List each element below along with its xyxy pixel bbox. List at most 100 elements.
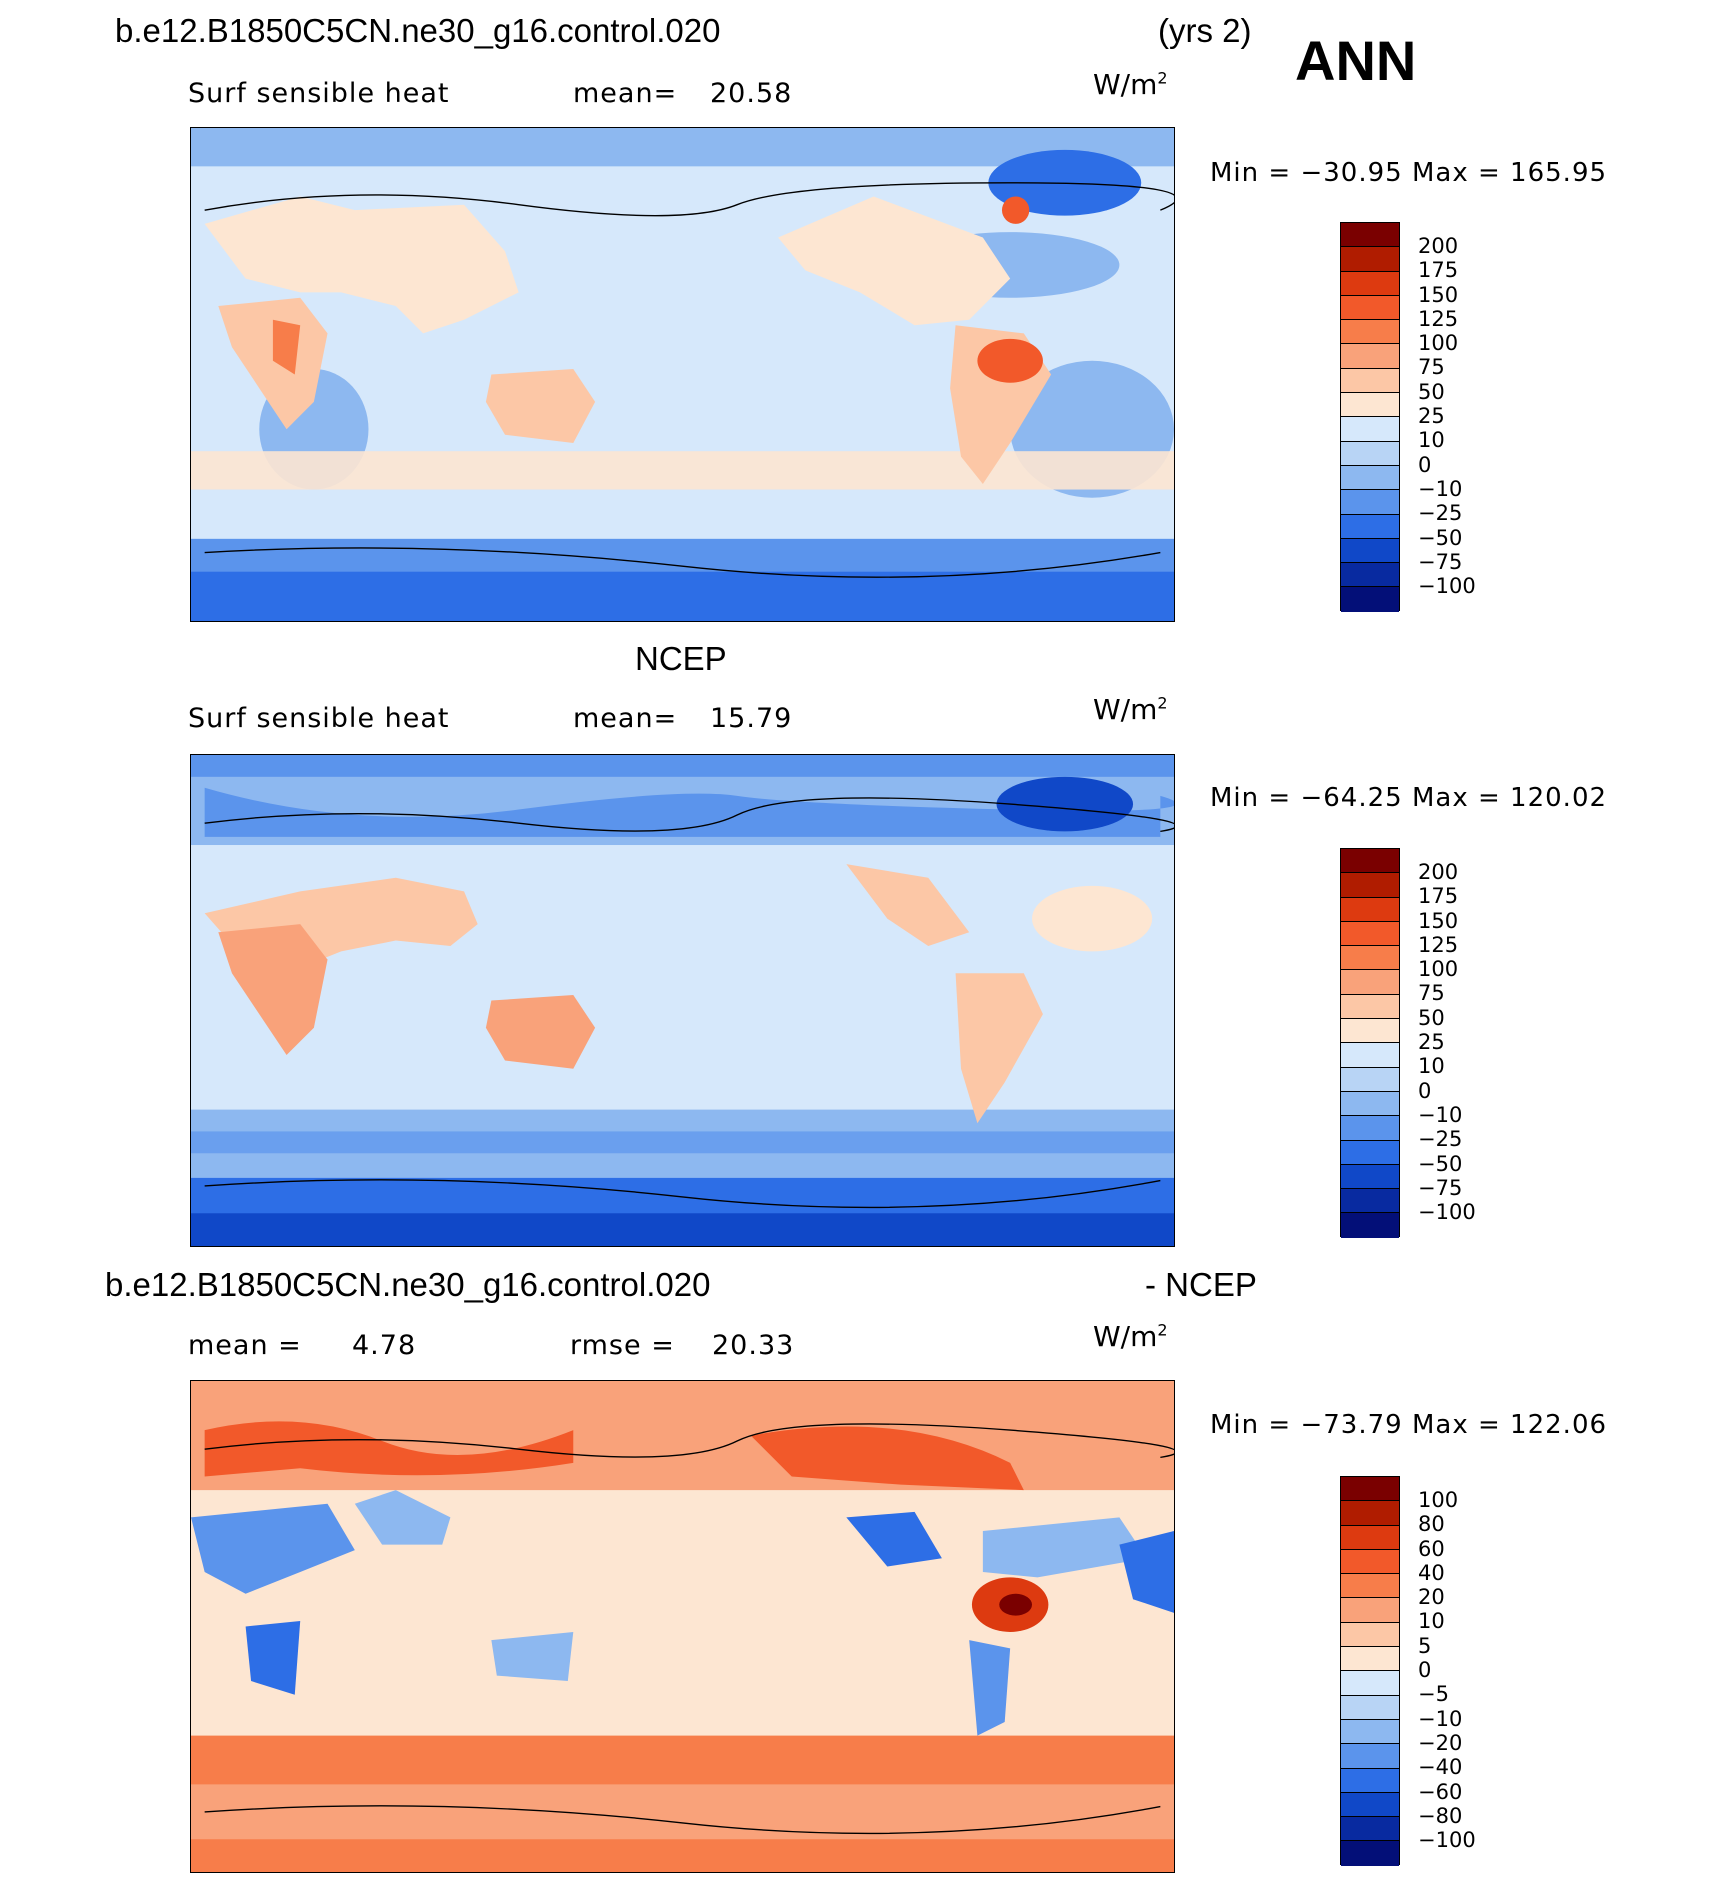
colorbar-swatch [1341,921,1399,947]
colorbar-tick-label: 75 [1418,981,1445,1006]
colorbar-swatch [1341,1043,1399,1068]
colorbar-swatch [1341,1549,1399,1575]
colorbar-tick-label: 0 [1418,1078,1432,1103]
colorbar-tick-label: 50 [1418,379,1445,404]
colorbar-tick-label: 175 [1418,884,1459,909]
colorbar-swatch [1341,1164,1399,1190]
colorbar-tick-label: 10 [1418,1054,1445,1079]
colorbar-swatch [1341,946,1399,971]
colorbar-swatch [1341,271,1399,296]
colorbar-swatch [1341,1622,1399,1648]
colorbar-tick-label: 60 [1418,1536,1445,1561]
colorbar-tick-label: 200 [1418,234,1459,258]
colorbar-swatch [1341,1189,1399,1214]
colorbar-swatch [1341,1213,1399,1238]
colorbar-swatch [1341,223,1399,248]
colorbar-labels-model: 200 175 150 125 100 75 50 25 10 0 −10 −25 −50 −75 −100 [1418,234,1476,598]
mean-label: mean = [188,1330,302,1361]
colorbar-swatch [1341,1019,1399,1044]
colorbar-swatch [1341,873,1399,898]
colorbar-tick-label: −80 [1418,1803,1463,1828]
colorbar-swatch [1341,1768,1399,1793]
units-label: W/m2 [1093,1320,1168,1353]
rmse-label: rmse = [570,1330,675,1361]
colorbar-tick-label: −25 [1418,501,1463,526]
units-label: W/m2 [1093,68,1168,101]
map-difference-plot [191,1381,1174,1872]
colorbar-tick-label: −10 [1418,476,1463,501]
min-max-readout: Min = −64.25 Max = 120.02 [1210,783,1608,813]
colorbar-tick-label: −100 [1418,1828,1476,1853]
colorbar-tick-label: 40 [1418,1560,1445,1585]
colorbar-swatch [1341,490,1399,515]
colorbar-swatch [1341,1598,1399,1623]
map-model [190,127,1175,622]
difference-title-ncep: - NCEP [1145,1266,1257,1303]
colorbar-swatch [1341,393,1399,418]
colorbar-swatch [1341,1744,1399,1769]
colorbar-swatch [1341,1671,1399,1696]
colorbar-tick-label: −40 [1418,1755,1463,1780]
map-ncep-plot [191,755,1174,1246]
colorbar-tick-label: 200 [1418,860,1459,884]
colorbar-swatch [1341,538,1399,564]
variable-label: Surf sensible heat [188,78,450,109]
colorbar-swatch [1341,897,1399,922]
colorbar-swatch [1341,587,1399,612]
colorbar-ncep [1340,848,1400,1238]
colorbar-swatch [1341,1067,1399,1092]
colorbar-swatch [1341,994,1399,1020]
rmse-value: 20.33 [712,1330,795,1361]
colorbar-tick-label: 0 [1418,452,1432,477]
colorbar-tick-label: 0 [1418,1658,1432,1683]
colorbar-swatch [1341,1841,1399,1866]
colorbar-swatch [1341,344,1399,369]
colorbar-tick-label: −50 [1418,525,1463,550]
colorbar-swatch [1341,1501,1399,1526]
colorbar-swatch [1341,514,1399,539]
colorbar-tick-label: −20 [1418,1730,1463,1755]
units-label: W/m2 [1093,693,1168,726]
difference-title-case: b.e12.B1850C5CN.ne30_g16.control.020 [105,1266,711,1303]
colorbar-swatch [1341,465,1399,491]
colorbar-tick-label: −50 [1418,1151,1463,1176]
colorbar-swatch [1341,295,1399,321]
colorbar-tick-label: −10 [1418,1102,1463,1127]
colorbar-swatch [1341,1792,1399,1818]
colorbar-tick-label: 125 [1418,932,1459,957]
colorbar-tick-label: 50 [1418,1005,1445,1030]
colorbar-tick-label: 10 [1418,1609,1445,1634]
colorbar-tick-label: 100 [1418,1488,1459,1512]
colorbar-tick-label: 150 [1418,908,1459,933]
colorbar-tick-label: −25 [1418,1127,1463,1152]
mean-label: mean= [573,78,678,109]
colorbar-swatch [1341,368,1399,394]
colorbar-tick-label: −100 [1418,1200,1476,1225]
colorbar-swatch [1341,1140,1399,1165]
map-ncep [190,754,1175,1247]
season-label: ANN [1295,29,1417,92]
min-max-readout: Min = −73.79 Max = 122.06 [1210,1410,1608,1440]
colorbar-labels-difference: 100 80 60 40 20 10 5 0 −5 −10 −20 −40 −60 −80 −100 [1418,1488,1476,1852]
colorbar-tick-label: 150 [1418,282,1459,307]
colorbar-tick-label: −75 [1418,549,1463,574]
colorbar-swatch [1341,563,1399,588]
colorbar-tick-label: −5 [1418,1682,1449,1707]
colorbar-swatch [1341,1647,1399,1672]
colorbar-tick-label: 175 [1418,258,1459,283]
colorbar-tick-label: −10 [1418,1706,1463,1731]
colorbar-tick-label: 20 [1418,1585,1445,1610]
colorbar-tick-label: 75 [1418,355,1445,380]
map-difference [190,1380,1175,1873]
colorbar-tick-label: 100 [1418,957,1459,982]
colorbar-tick-label: 100 [1418,331,1459,356]
colorbar-tick-label: 5 [1418,1633,1432,1658]
colorbar-tick-label: 25 [1418,404,1445,429]
colorbar-tick-label: 25 [1418,1030,1445,1055]
colorbar-swatch [1341,1116,1399,1141]
colorbar-swatch [1341,417,1399,442]
colorbar-swatch [1341,1574,1399,1599]
colorbar-labels-ncep: 200 175 150 125 100 75 50 25 10 0 −10 −25 −50 −75 −100 [1418,860,1476,1224]
colorbar-swatch [1341,441,1399,466]
colorbar-model [1340,222,1400,612]
